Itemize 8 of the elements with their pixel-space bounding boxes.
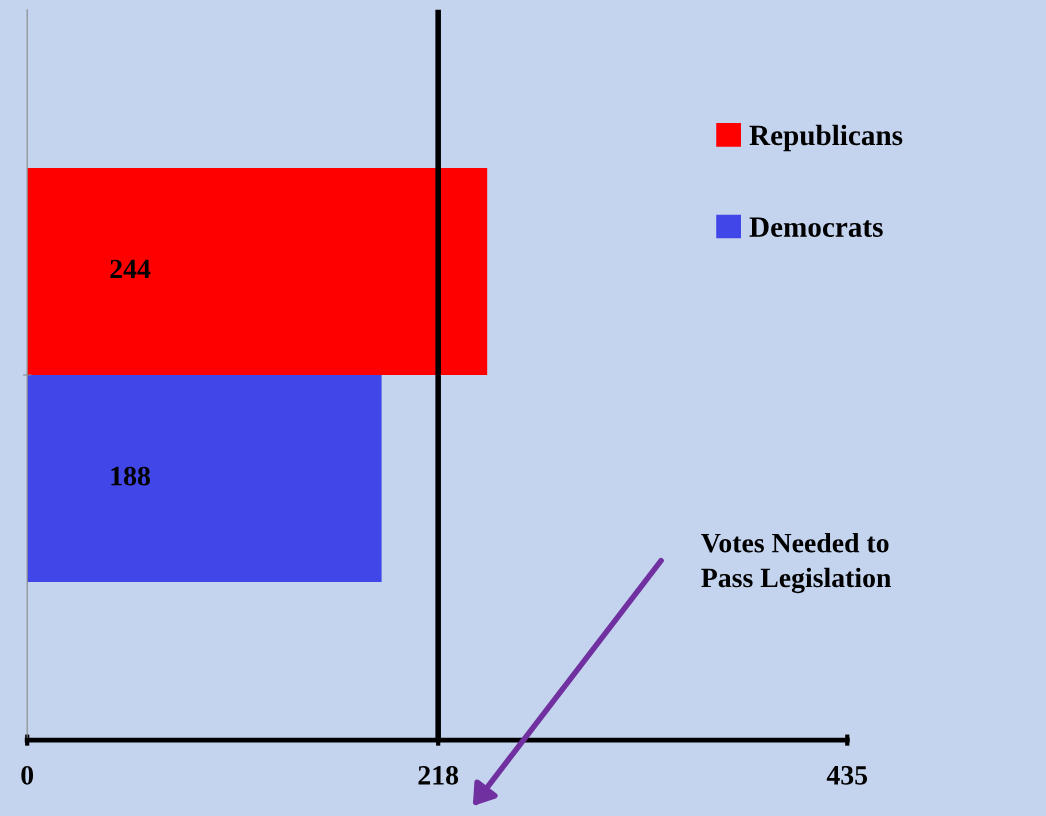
annotation: Votes Needed to Pass Legislation bbox=[701, 532, 892, 594]
data-label: 244 bbox=[110, 259, 151, 279]
legend-label: Republicans bbox=[749, 124, 903, 152]
x-tick-label: 0 bbox=[21, 765, 34, 785]
x-tick-label: 435 bbox=[826, 765, 868, 785]
x-tick-label: 218 bbox=[418, 765, 459, 785]
legend-label: Democrats bbox=[749, 217, 883, 237]
data-label: 188 bbox=[111, 466, 150, 486]
